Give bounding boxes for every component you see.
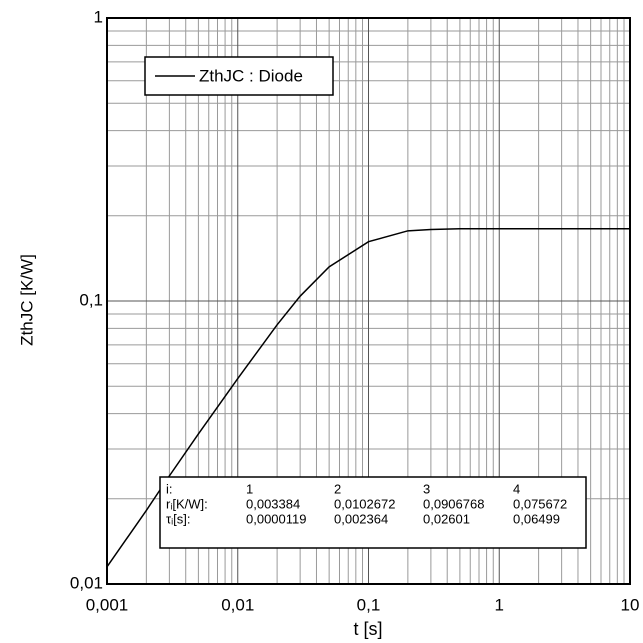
table-cell: 0,075672	[513, 496, 567, 511]
table-cell: 3	[423, 481, 430, 496]
x-axis-label: t [s]	[353, 619, 382, 639]
plot	[106, 17, 631, 585]
x-tick-label: 1	[495, 595, 504, 614]
table-cell: i:	[166, 481, 173, 496]
table-cell: 0,0906768	[423, 496, 484, 511]
plot-frame	[106, 17, 631, 585]
table-cell: 0,002364	[334, 511, 388, 526]
table-cell: 2	[334, 481, 341, 496]
table-cell: 1	[246, 481, 253, 496]
table-cell: 0,0102672	[334, 496, 395, 511]
table-cell: 4	[513, 481, 520, 496]
x-tick-label: 0,01	[221, 595, 254, 614]
x-tick-label: 10	[621, 595, 640, 614]
y-tick-label: 1	[94, 7, 103, 26]
y-axis-label: ZthJC [K/W]	[17, 254, 36, 346]
legend-label: ZthJC : Diode	[199, 66, 303, 85]
table-box	[159, 476, 587, 549]
line-series	[106, 228, 630, 568]
table-cell: 0,06499	[513, 511, 560, 526]
table-cell: rᵢ[K/W]:	[166, 496, 208, 511]
table-cell: 0,02601	[423, 511, 470, 526]
y-tick-label: 0,01	[70, 573, 103, 592]
table-cell: 0,003384	[246, 496, 300, 511]
y-tick-label: 0,1	[79, 290, 103, 309]
table-cell: τᵢ[s]:	[166, 511, 191, 526]
x-tick-label: 0,1	[357, 595, 381, 614]
table-cell: 0,0000119	[246, 511, 307, 526]
x-tick-label: 0,001	[86, 595, 129, 614]
